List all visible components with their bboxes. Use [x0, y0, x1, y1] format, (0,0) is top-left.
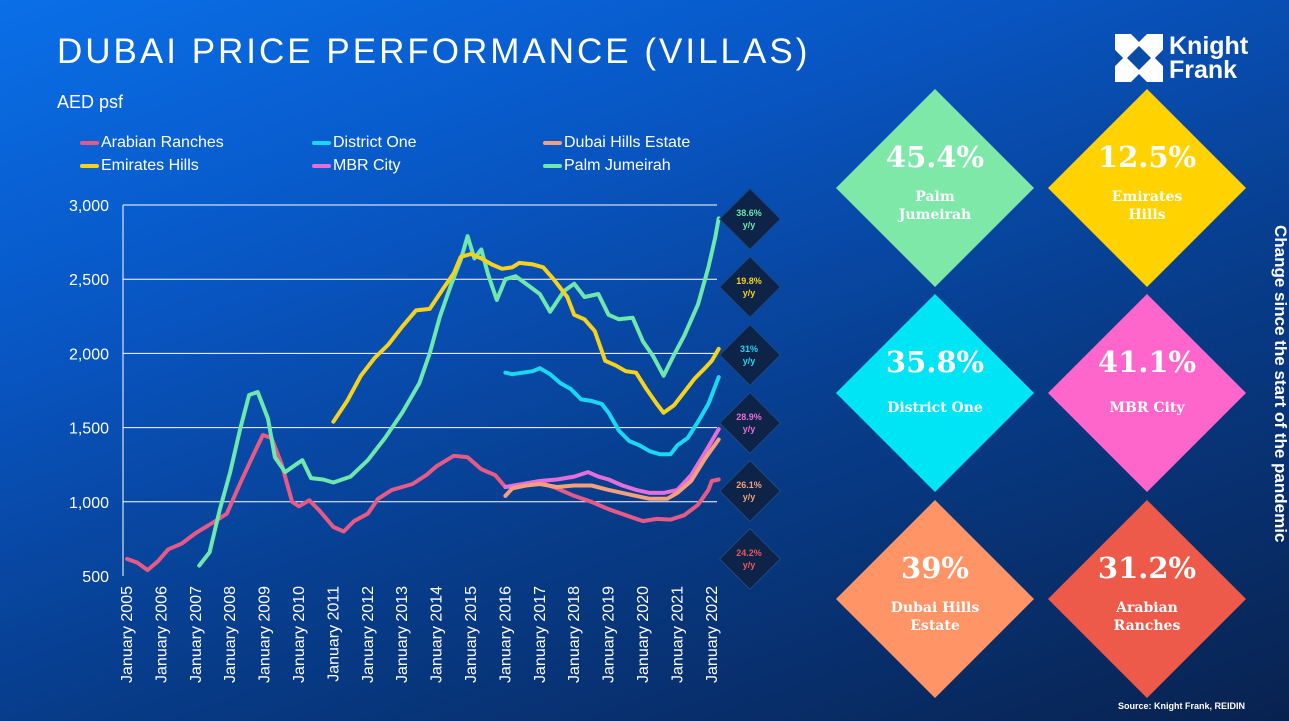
- x-tick-label: January 2013: [394, 586, 411, 683]
- knight-frank-logo: Knight Frank: [1115, 32, 1249, 84]
- y-tick-label: 3,000: [69, 198, 109, 215]
- pandemic-change-value: 45.4%: [885, 140, 985, 174]
- x-tick-label: January 2020: [635, 586, 652, 683]
- x-tick-label: January 2018: [566, 586, 583, 683]
- x-tick-label: January 2019: [601, 586, 618, 683]
- legend-swatch: [543, 164, 562, 168]
- pandemic-change-value: 41.1%: [1097, 345, 1197, 379]
- pandemic-change-name: Dubai Hills Estate: [890, 600, 980, 634]
- x-tick-label: January 2012: [360, 586, 377, 683]
- yoy-suffix: y/y: [742, 560, 756, 570]
- legend-item-mbr-city: MBR City: [312, 157, 401, 175]
- x-tick-label: January 2015: [463, 586, 480, 683]
- series-lines: [125, 216, 721, 573]
- side-label: Change since the start of the pandemic: [1271, 225, 1289, 543]
- legend-swatch: [312, 141, 331, 145]
- legend-swatch: [80, 141, 99, 145]
- y-tick-label: 2,500: [69, 272, 109, 289]
- price-line-chart: 3,000 2,500 2,000 1,500 1,000 500 January 200…: [69, 198, 721, 683]
- series-line-dubai-hills-estate: [503, 437, 721, 501]
- yoy-value: 24.2%: [736, 548, 762, 558]
- pandemic-diamond-text: 31.2% Arabian Ranches: [1047, 551, 1247, 635]
- x-tick-label: January 2006: [153, 586, 170, 683]
- legend-item-emirates-hills: Emirates Hills: [80, 157, 199, 175]
- source-note: Source: Knight Frank, REIDIN: [1118, 701, 1246, 711]
- pandemic-diamond-text: 12.5% Emirates Hills: [1047, 140, 1247, 224]
- legend-item-district-one: District One: [312, 134, 417, 152]
- yoy-value: 26.1%: [736, 480, 762, 490]
- legend-label: Emirates Hills: [101, 157, 199, 174]
- x-tick-label: January 2008: [222, 586, 239, 683]
- y-tick-label: 1,000: [69, 495, 109, 512]
- legend-swatch: [312, 164, 331, 168]
- pandemic-change-value: 31.2%: [1097, 551, 1197, 585]
- pandemic-diamond-text: 35.8% District One: [835, 345, 1035, 417]
- pandemic-change-name: District One: [887, 400, 983, 416]
- unit-label: AED psf: [57, 92, 124, 112]
- legend-label: Palm Jumeirah: [564, 157, 671, 174]
- x-tick-label: January 2005: [119, 586, 136, 683]
- yoy-suffix: y/y: [742, 220, 756, 230]
- pandemic-change-value: 35.8%: [885, 345, 985, 379]
- legend-swatch: [543, 141, 562, 145]
- legend-swatch: [80, 164, 99, 168]
- gridlines: [122, 204, 717, 576]
- legend-item-arabian-ranches: Arabian Ranches: [80, 134, 224, 152]
- page-title: DUBAI PRICE PERFORMANCE (VILLAS): [57, 32, 811, 71]
- y-tick-label: 500: [82, 569, 109, 586]
- yoy-badge-text: 38.6% y/y: [719, 207, 779, 231]
- legend-item-palm-jumeirah: Palm Jumeirah: [543, 157, 671, 175]
- x-tick-label: January 2009: [257, 586, 274, 683]
- legend-label: Dubai Hills Estate: [564, 134, 691, 151]
- yoy-badge-text: 24.2% y/y: [719, 547, 779, 571]
- yoy-suffix: y/y: [742, 356, 756, 366]
- x-tick-label: January 2007: [188, 586, 205, 683]
- x-tick-label: January 2016: [497, 586, 514, 683]
- pandemic-diamond-text: 41.1% MBR City: [1047, 345, 1247, 417]
- yoy-value: 19.8%: [736, 276, 762, 286]
- legend-label: District One: [333, 134, 417, 151]
- pandemic-change-name: Palm Jumeirah: [898, 189, 972, 223]
- yoy-value: 31%: [739, 344, 758, 354]
- pandemic-change-value: 12.5%: [1097, 140, 1197, 174]
- series-line-palm-jumeirah: [197, 216, 721, 568]
- pandemic-change-name: MBR City: [1109, 400, 1185, 416]
- yoy-badge-text: 26.1% y/y: [719, 479, 779, 503]
- pandemic-change-name: Emirates Hills: [1111, 189, 1183, 223]
- series-line-mbr-city: [503, 427, 721, 495]
- yoy-suffix: y/y: [742, 492, 756, 502]
- yoy-badge-text: 19.8% y/y: [719, 275, 779, 299]
- legend-item-dubai-hills-estate: Dubai Hills Estate: [543, 134, 690, 152]
- legend-label: MBR City: [333, 157, 401, 174]
- pandemic-diamond-text: 45.4% Palm Jumeirah: [835, 140, 1035, 224]
- x-tick-label: January 2021: [669, 586, 686, 683]
- series-line-district-one: [503, 366, 721, 457]
- pandemic-change-value: 39%: [901, 551, 969, 585]
- yoy-suffix: y/y: [742, 288, 756, 298]
- x-tick-label: January 2011: [325, 586, 342, 682]
- yoy-badge-text: 28.9% y/y: [719, 411, 779, 435]
- x-tick-label: January 2017: [532, 586, 549, 683]
- yoy-suffix: y/y: [742, 424, 756, 434]
- x-tick-label: January 2010: [291, 586, 308, 683]
- series-line-emirates-hills: [331, 252, 721, 424]
- logo-text: Knight Frank: [1169, 32, 1249, 84]
- x-tick-label: January 2014: [429, 586, 446, 683]
- yoy-badge-text: 31% y/y: [719, 343, 779, 367]
- yoy-value: 38.6%: [736, 208, 762, 218]
- legend-label: Arabian Ranches: [101, 134, 224, 151]
- y-axis-ticks: 3,000 2,500 2,000 1,500 1,000 500: [69, 198, 109, 586]
- x-axis-ticks: January 2005 January 2006 January 2007 Janu…: [119, 586, 721, 683]
- x-tick-label: January 2022: [704, 586, 721, 683]
- knight-frank-logo-icon: [1115, 34, 1163, 82]
- pandemic-diamond-text: 39% Dubai Hills Estate: [835, 551, 1035, 635]
- y-tick-label: 1,500: [69, 421, 109, 438]
- series-line-arabian-ranches: [125, 433, 721, 573]
- y-tick-label: 2,000: [69, 346, 109, 363]
- pandemic-change-name: Arabian Ranches: [1113, 600, 1181, 634]
- yoy-value: 28.9%: [736, 412, 762, 422]
